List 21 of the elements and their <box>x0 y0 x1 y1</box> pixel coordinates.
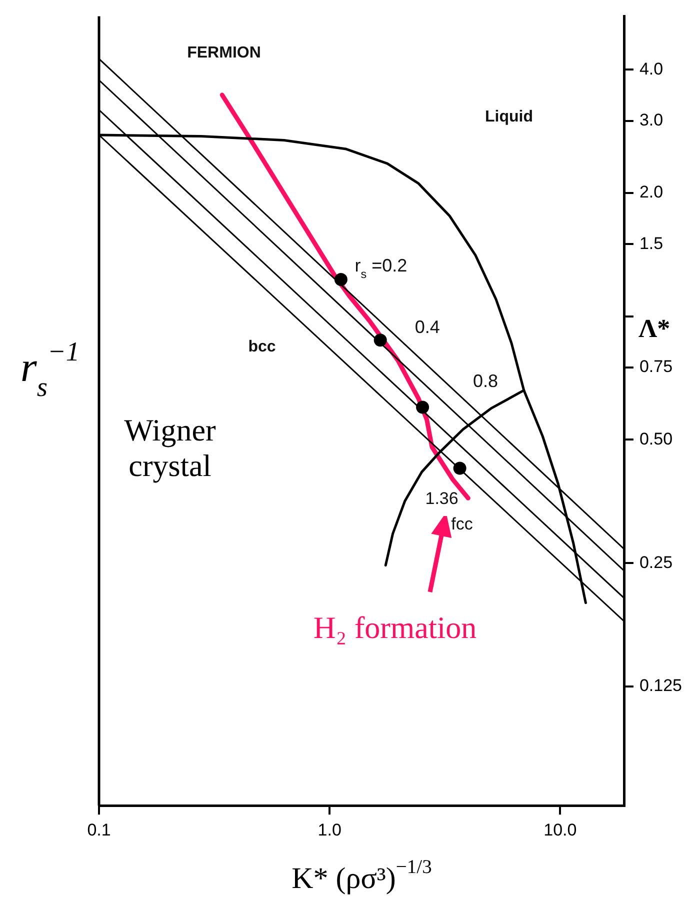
y-tick-label: 3.0 <box>639 110 664 130</box>
y-tick-label: 0.125 <box>639 676 682 696</box>
annotation: H₂ formation <box>313 610 478 646</box>
annotation: Liquid <box>485 108 533 126</box>
annotation: 0.4 <box>414 317 440 338</box>
annotation: 1.36 <box>425 488 458 508</box>
y-axis-title: Λ* <box>638 314 670 344</box>
annotation: bcc <box>248 338 276 356</box>
y-tick-label: 0.75 <box>639 357 673 376</box>
x-tick-label: 0.1 <box>87 820 111 840</box>
annotation: Wigner crystal <box>124 412 217 483</box>
y-tick-label: 0.50 <box>639 429 673 448</box>
x-tick-label: 1.0 <box>318 820 342 840</box>
y-tick-label: 1.5 <box>639 234 664 253</box>
y-tick-label: 4.0 <box>639 59 664 78</box>
y-tick-label: 0.25 <box>639 552 673 572</box>
y-tick-label: 2.0 <box>639 182 664 202</box>
annotation: fcc <box>451 514 474 534</box>
annotation: FERMION <box>187 44 261 62</box>
x-tick-label: 10.0 <box>544 820 577 840</box>
annotation: 0.8 <box>473 371 498 392</box>
